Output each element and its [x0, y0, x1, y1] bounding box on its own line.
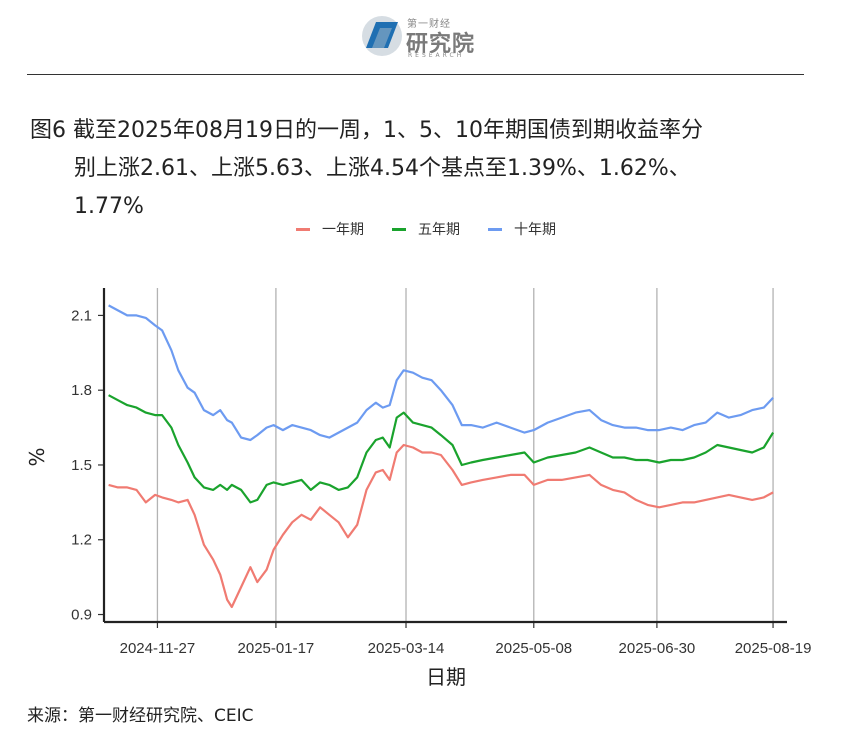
logo-main-text: 研究院: [406, 32, 476, 57]
x-tick-label: 2025-08-19: [735, 640, 812, 657]
legend-swatch-5y: [392, 227, 406, 231]
legend-label-5y: 五年期: [418, 222, 460, 238]
series-line-5y: [108, 394, 775, 504]
title-line-2: 别上涨2.61、上涨5.63、上涨4.54个基点至1.39%、1.62%、: [74, 156, 691, 181]
logo-mark-icon: [362, 16, 402, 56]
grid-layer: [156, 288, 774, 622]
axis-layer: 2024-11-27 2025-01-17 2025-03-14 2025-05-08…: [71, 288, 811, 657]
y-tick-label: 1.8: [71, 382, 92, 399]
brand-logo: 第一财经 研究院 RESEARCH: [360, 12, 500, 62]
header-divider: [27, 74, 804, 75]
legend-item-10y: 十年期: [488, 219, 556, 239]
chart-legend: 一年期 五年期 十年期: [296, 219, 556, 239]
legend-swatch-1y: [296, 227, 310, 231]
legend-item-5y: 五年期: [392, 219, 460, 239]
y-tick-label: 1.5: [71, 457, 92, 474]
x-tick-label: 2025-01-17: [238, 640, 315, 657]
source-note: 来源：第一财经研究院、CEIC: [27, 706, 254, 726]
legend-swatch-10y: [488, 227, 502, 231]
series-line-1y: [108, 443, 774, 609]
x-tick-label: 2024-11-27: [120, 640, 196, 657]
x-tick-label: 2025-06-30: [619, 640, 696, 657]
y-axis-title: %: [25, 447, 49, 466]
series-layer: [108, 304, 775, 609]
x-tick-label: 2025-03-14: [368, 640, 445, 657]
logo-sub-text: RESEARCH: [408, 52, 465, 59]
y-tick-label: 2.1: [71, 307, 92, 324]
x-axis-title: 日期: [426, 665, 466, 689]
x-tick-label: 2025-05-08: [495, 640, 572, 657]
title-line-3: 1.77%: [74, 194, 144, 219]
legend-label-10y: 十年期: [514, 222, 556, 238]
y-tick-label: 1.2: [71, 532, 92, 549]
legend-label-1y: 一年期: [322, 222, 364, 238]
legend-item-1y: 一年期: [296, 219, 364, 239]
logo-small-text: 第一财经: [407, 19, 451, 30]
y-tick-label: 0.9: [71, 607, 92, 624]
series-line-10y: [108, 304, 774, 442]
title-line-1: 图6 截至2025年08月19日的一周，1、5、10年期国债到期收益率分: [30, 118, 703, 143]
figure-title: 图6 截至2025年08月19日的一周，1、5、10年期国债到期收益率分 别上涨…: [30, 112, 830, 226]
